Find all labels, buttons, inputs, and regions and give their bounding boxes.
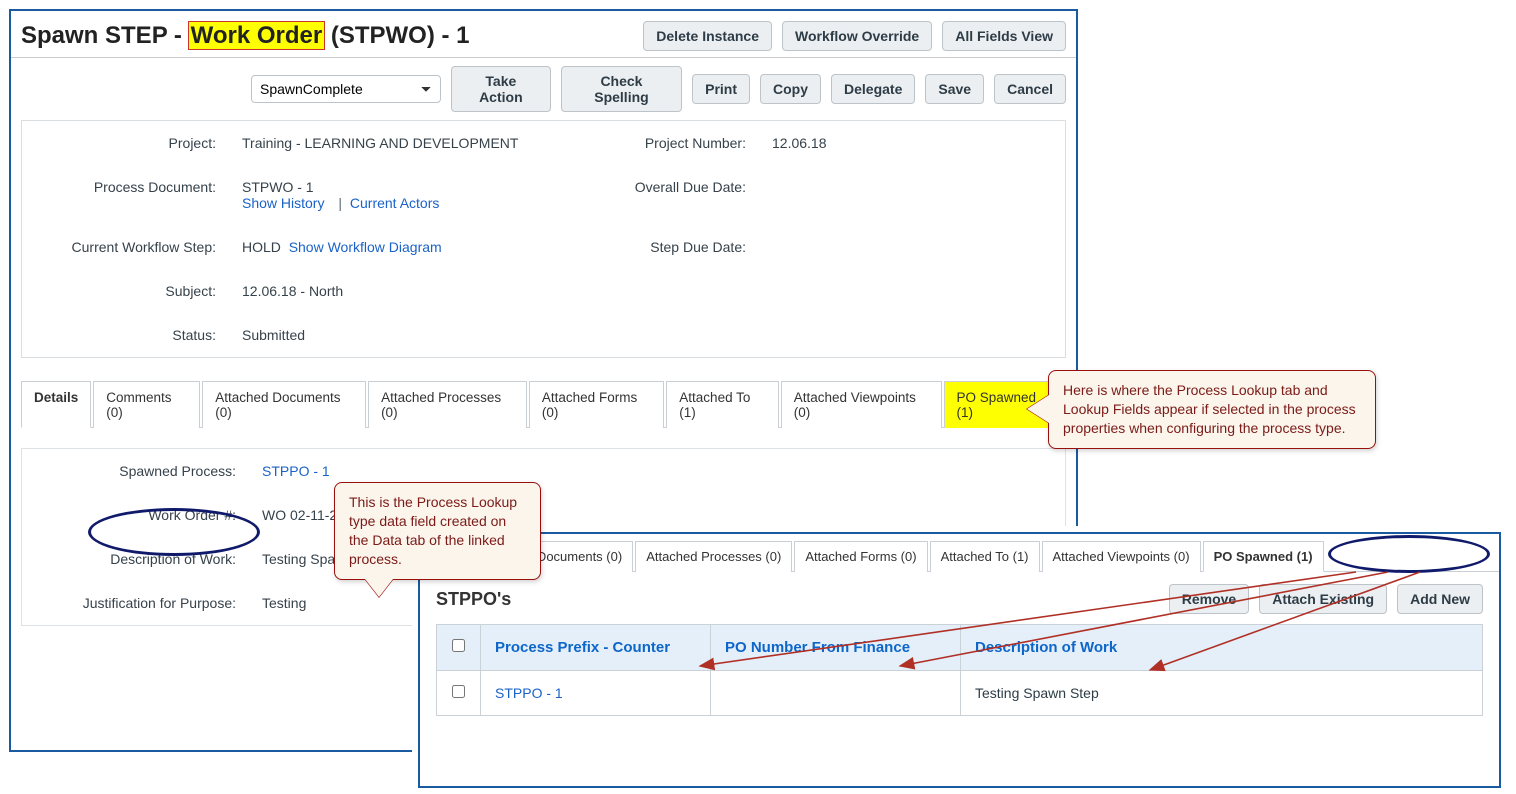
work-order-number-label: Work Order #: <box>22 493 252 537</box>
main-tabs: Details Comments (0) Attached Documents … <box>21 380 1066 428</box>
title-row: Spawn STEP - Work Order (STPWO) - 1 Dele… <box>11 11 1076 58</box>
inset-tab-po-spawned[interactable]: PO Spawned (1) <box>1203 541 1324 572</box>
inset-heading: STPPO's <box>436 589 511 610</box>
workflow-override-button[interactable]: Workflow Override <box>782 21 932 51</box>
action-toolbar: SpawnComplete Take Action Check Spelling… <box>11 58 1076 120</box>
step-due-date-label: Step Due Date: <box>562 225 762 269</box>
project-number-label: Project Number: <box>562 121 762 165</box>
delegate-button[interactable]: Delegate <box>831 74 915 104</box>
process-document-label: Process Document: <box>22 165 232 225</box>
title-actions: Delete Instance Workflow Override All Fi… <box>643 21 1066 51</box>
inset-tab-attached-viewpoints[interactable]: Attached Viewpoints (0) <box>1042 541 1201 572</box>
workflow-step-label: Current Workflow Step: <box>22 225 232 269</box>
workflow-step-value: HOLD <box>242 239 281 255</box>
col-description[interactable]: Description of Work <box>961 625 1483 671</box>
info-table: Project: Training - LEARNING AND DEVELOP… <box>21 120 1066 358</box>
overall-due-date-label: Overall Due Date: <box>562 165 762 225</box>
all-fields-view-button[interactable]: All Fields View <box>942 21 1066 51</box>
delete-instance-button[interactable]: Delete Instance <box>643 21 772 51</box>
attach-existing-button[interactable]: Attach Existing <box>1259 584 1387 614</box>
project-value: Training - LEARNING AND DEVELOPMENT <box>232 121 562 165</box>
tab-attached-documents[interactable]: Attached Documents (0) <box>202 381 366 428</box>
title-highlight: Work Order <box>189 22 325 49</box>
col-po-number[interactable]: PO Number From Finance <box>711 625 961 671</box>
step-due-date-value <box>762 225 1042 269</box>
col-process-prefix[interactable]: Process Prefix - Counter <box>481 625 711 671</box>
description-of-work-label: Description of Work: <box>22 537 252 581</box>
tab-attached-forms[interactable]: Attached Forms (0) <box>529 381 664 428</box>
row-prefix-link[interactable]: STPPO - 1 <box>495 685 563 701</box>
stppo-table: Process Prefix - Counter PO Number From … <box>436 624 1483 716</box>
overall-due-date-value <box>762 165 1042 225</box>
spawned-process-link[interactable]: STPPO - 1 <box>262 463 330 479</box>
spawned-process-label: Spawned Process: <box>22 449 252 493</box>
copy-button[interactable]: Copy <box>760 74 821 104</box>
show-history-link[interactable]: Show History <box>242 195 324 211</box>
inset-tab-attached-processes[interactable]: Attached Processes (0) <box>635 541 792 572</box>
subject-label: Subject: <box>22 269 232 313</box>
tab-details[interactable]: Details <box>21 381 91 428</box>
subject-value: 12.06.18 - North <box>232 269 562 313</box>
tab-attached-processes[interactable]: Attached Processes (0) <box>368 381 527 428</box>
save-button[interactable]: Save <box>925 74 984 104</box>
tab-attached-viewpoints[interactable]: Attached Viewpoints (0) <box>781 381 942 428</box>
table-row: STPPO - 1 Testing Spawn Step <box>437 671 1483 716</box>
row-description: Testing Spawn Step <box>961 671 1483 716</box>
take-action-button[interactable]: Take Action <box>451 66 551 112</box>
current-actors-link[interactable]: Current Actors <box>350 195 439 211</box>
status-label: Status: <box>22 313 232 357</box>
callout-lookup-tab: Here is where the Process Lookup tab and… <box>1048 370 1376 449</box>
select-all-checkbox[interactable] <box>452 639 465 652</box>
tab-attached-to[interactable]: Attached To (1) <box>666 381 778 428</box>
action-select[interactable]: SpawnComplete <box>251 75 441 103</box>
title-post: (STPWO) - 1 <box>324 22 469 49</box>
inset-tabs: s (0) Attached Documents (0) Attached Pr… <box>420 534 1499 572</box>
show-workflow-diagram-link[interactable]: Show Workflow Diagram <box>289 239 442 255</box>
add-new-button[interactable]: Add New <box>1397 584 1483 614</box>
inset-tab-attached-to[interactable]: Attached To (1) <box>930 541 1040 572</box>
project-label: Project: <box>22 121 232 165</box>
inset-tab-attached-forms[interactable]: Attached Forms (0) <box>794 541 927 572</box>
callout-lookup-field: This is the Process Lookup type data fie… <box>334 482 541 580</box>
project-number-value: 12.06.18 <box>762 121 1042 165</box>
remove-button[interactable]: Remove <box>1169 584 1249 614</box>
print-button[interactable]: Print <box>692 74 750 104</box>
row-checkbox[interactable] <box>452 685 465 698</box>
cancel-button[interactable]: Cancel <box>994 74 1066 104</box>
status-value: Submitted <box>232 313 562 357</box>
tab-comments[interactable]: Comments (0) <box>93 381 200 428</box>
page-title: Spawn STEP - Work Order (STPWO) - 1 <box>21 22 470 50</box>
check-spelling-button[interactable]: Check Spelling <box>561 66 682 112</box>
justification-label: Justification for Purpose: <box>22 581 252 625</box>
title-pre: Spawn STEP - <box>21 22 189 49</box>
row-po-number <box>711 671 961 716</box>
inset-panel: s (0) Attached Documents (0) Attached Pr… <box>418 532 1501 788</box>
process-document-value: STPWO - 1 <box>242 179 552 195</box>
